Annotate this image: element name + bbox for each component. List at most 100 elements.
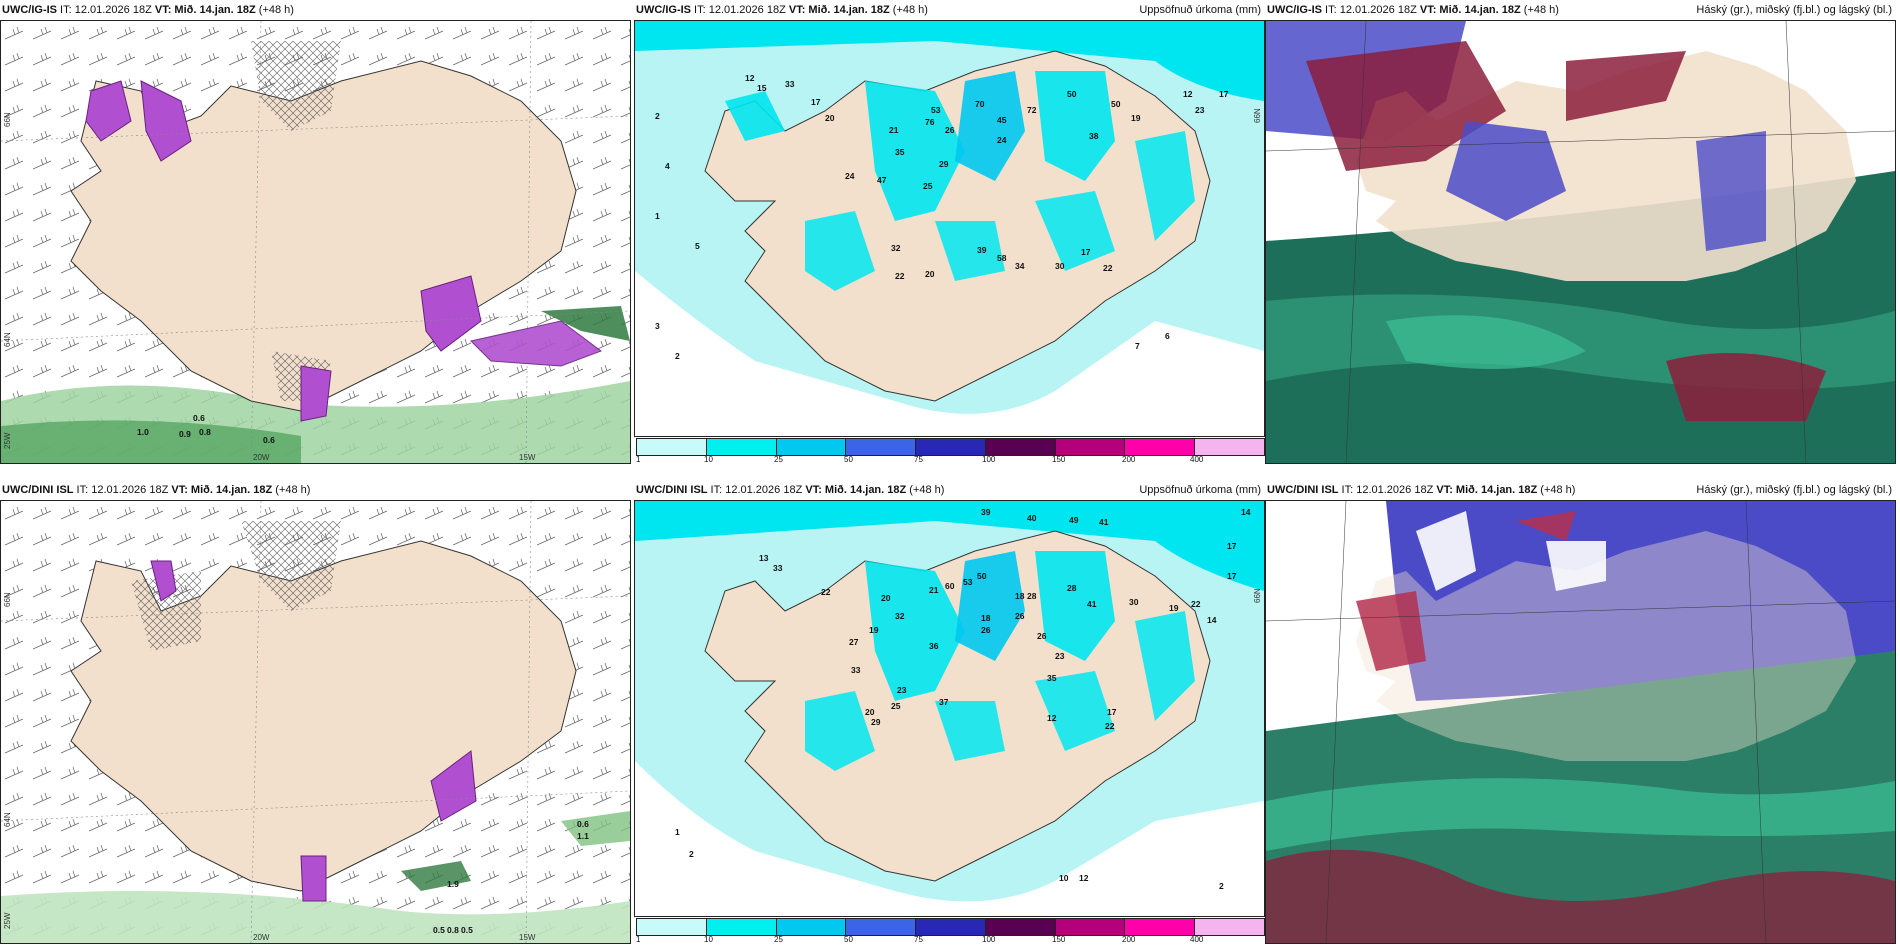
colorbar-swatch [916, 439, 986, 455]
value-label: 53 [963, 577, 973, 587]
value-label: 33 [773, 563, 783, 573]
colorbar-swatch [1055, 919, 1126, 935]
value-label: 39 [977, 245, 987, 255]
panel-title: UWC/DINI ISL IT: 12.01.2026 18Z VT: Mið.… [1267, 484, 1576, 496]
colorbar-label: 50 [844, 935, 853, 944]
value-label: 21 [889, 125, 899, 135]
value-label: 24 [997, 135, 1007, 145]
iceland-land [1356, 531, 1856, 761]
value-label: 17 [811, 97, 821, 107]
value-label: 7 [1135, 341, 1140, 351]
value-label: 2 [675, 351, 680, 361]
panel-title: UWC/DINI ISL IT: 12.01.2026 18Z VT: Mið.… [2, 484, 311, 496]
panel-dini-wind-precip: UWC/DINI ISL IT: 12.01.2026 18Z VT: Mið.… [0, 480, 631, 944]
panel-subtitle: Uppsöfnuð úrkoma (mm) [1139, 484, 1261, 496]
lon-label-15: 15W [519, 933, 536, 942]
value-label: 41 [1099, 517, 1109, 527]
value-label: 60 [945, 581, 955, 591]
value-label: 22 [1105, 721, 1115, 731]
iceland-map [1, 21, 630, 463]
colorbar-swatch [637, 919, 707, 935]
map-frame[interactable]: 66N 64N 25W 20W 15W 0.6 1.0 0.9 0.8 0.6 [0, 20, 631, 464]
value-label: 40 [1027, 513, 1037, 523]
lat-label-25: 25W [3, 432, 12, 449]
value-label: 50 [1111, 99, 1121, 109]
colorbar-swatch [1055, 439, 1126, 455]
colorbar-label: 75 [914, 935, 923, 944]
colorbar-label: 10 [704, 935, 713, 944]
colorbar-swatch [846, 919, 917, 935]
colorbar-swatch [985, 439, 1056, 455]
value-label: 29 [871, 717, 881, 727]
value-label: 18 [1015, 591, 1025, 601]
value-label: 27 [849, 637, 859, 647]
value-label: 20 [881, 593, 891, 603]
panel-subtitle: Uppsöfnuð úrkoma (mm) [1139, 4, 1261, 16]
colorbar-label: 1 [636, 935, 641, 944]
value-label: 17 [1107, 707, 1117, 717]
value-label: 17 [1227, 571, 1237, 581]
value-label: 14 [1241, 507, 1251, 517]
value-label: 30 [1055, 261, 1065, 271]
colorbar-label: 150 [1052, 935, 1066, 944]
value-label: 15 [757, 83, 767, 93]
value-label: 41 [1087, 599, 1097, 609]
value-label: 0.5 [461, 925, 473, 935]
map-frame[interactable]: 66N 39 40 49 41 14 17 17 13 33 22 20 32 … [634, 500, 1265, 917]
panel-dini-clouds: UWC/DINI ISL IT: 12.01.2026 18Z VT: Mið.… [1265, 480, 1896, 944]
value-label: 20 [825, 113, 835, 123]
value-label: 22 [1103, 263, 1113, 273]
map-frame[interactable]: 66N 12 15 33 17 20 21 53 70 76 50 26 45 … [634, 20, 1265, 437]
value-label: 76 [925, 117, 935, 127]
value-label: 23 [1195, 105, 1205, 115]
panel-title: UWC/IG-IS IT: 12.01.2026 18Z VT: Mið. 14… [2, 4, 294, 16]
value-label: 0.6 [193, 413, 205, 423]
value-label: 38 [1089, 131, 1099, 141]
lat-label-25: 25W [3, 912, 12, 929]
snow-area [85, 80, 132, 142]
iceland-map [1, 501, 630, 943]
value-label: 3 [655, 321, 660, 331]
value-label: 39 [981, 507, 991, 517]
value-label: 2 [1219, 881, 1224, 891]
value-label: 25 [923, 181, 933, 191]
map-frame[interactable]: 66N 64N 25W 20W 15W 0.6 1.1 1.9 0.5 0.8 … [0, 500, 631, 944]
colorbar-swatch [1195, 919, 1265, 935]
value-label: 21 [929, 585, 939, 595]
value-label: 50 [1067, 89, 1077, 99]
colorbar-label: 200 [1122, 935, 1136, 944]
colorbar-swatch [776, 439, 847, 455]
value-label: 17 [1219, 89, 1229, 99]
value-label: 13 [759, 553, 769, 563]
value-label: 1.0 [137, 427, 149, 437]
precip-colorbar: 1 10 25 50 75 100 150 200 400 [634, 438, 1265, 464]
value-label: 58 [997, 253, 1007, 263]
value-label: 29 [939, 159, 949, 169]
value-label: 33 [785, 79, 795, 89]
colorbar-swatch [1195, 439, 1265, 455]
colorbar-label: 100 [982, 455, 996, 464]
lat-label-66: 66N [1253, 588, 1262, 603]
value-label: 22 [895, 271, 905, 281]
value-label: 37 [939, 697, 949, 707]
value-label: 26 [1015, 611, 1025, 621]
value-label: 25 [891, 701, 901, 711]
value-label: 50 [977, 571, 987, 581]
value-label: 70 [975, 99, 985, 109]
lon-label-20: 20W [253, 933, 270, 942]
value-label: 22 [821, 587, 831, 597]
map-frame[interactable] [1265, 20, 1896, 464]
colorbar-label: 25 [774, 455, 783, 464]
value-label: 1.1 [577, 831, 589, 841]
value-label: 0.8 [199, 427, 211, 437]
colorbar-label: 150 [1052, 455, 1066, 464]
value-label: 26 [945, 125, 955, 135]
value-label: 6 [1165, 331, 1170, 341]
lon-label-15: 15W [519, 453, 536, 462]
value-label: 0.9 [179, 429, 191, 439]
value-label: 14 [1207, 615, 1217, 625]
colorbar-label: 100 [982, 935, 996, 944]
map-frame[interactable] [1265, 500, 1896, 944]
value-label: 72 [1027, 105, 1037, 115]
value-label: 30 [1129, 597, 1139, 607]
